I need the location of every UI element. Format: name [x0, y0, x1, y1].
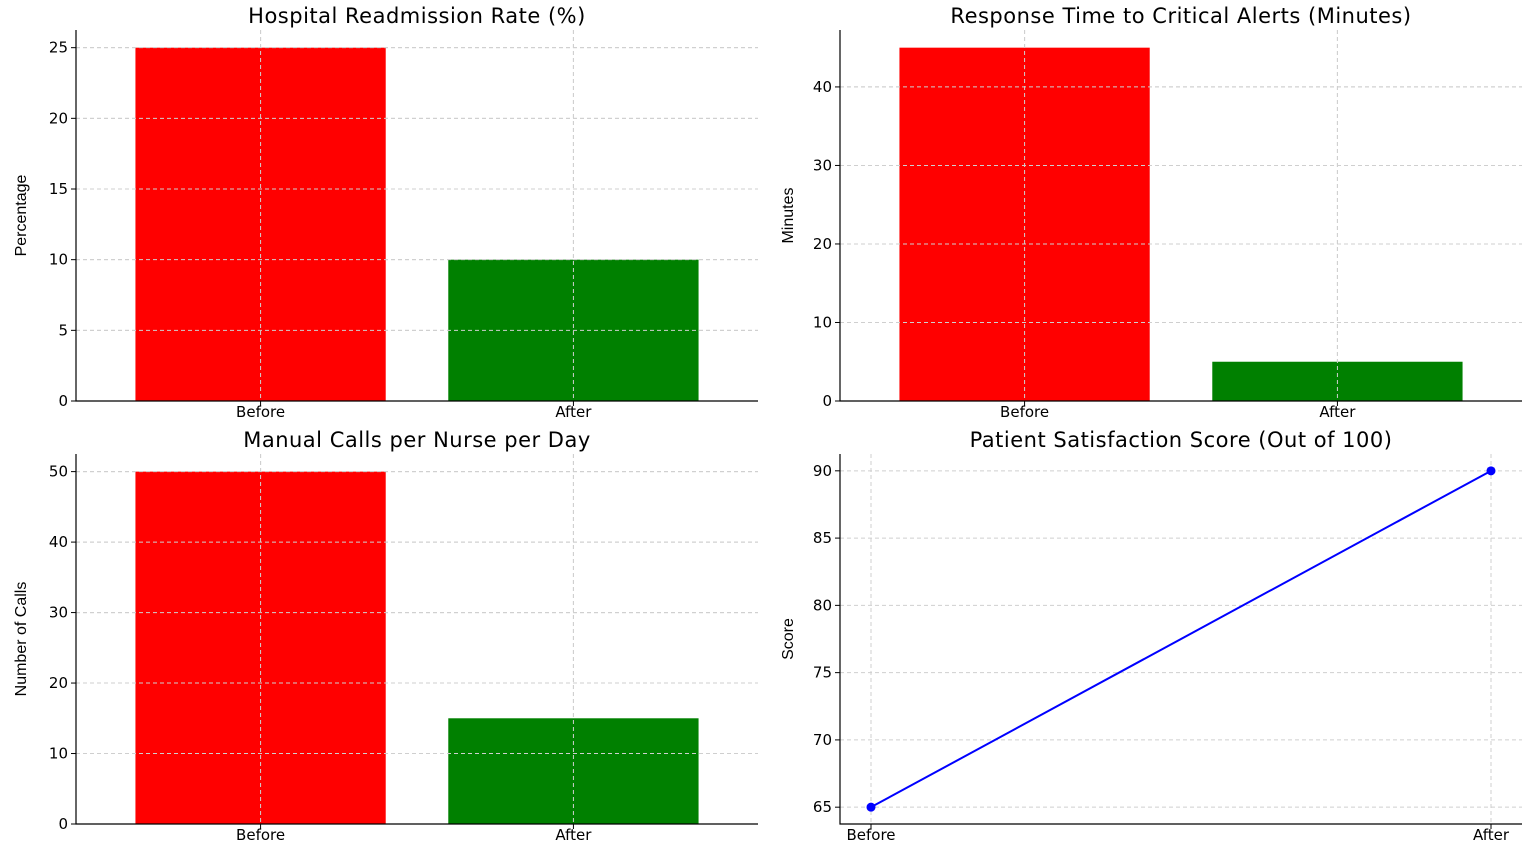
y-axis-label: Minutes: [780, 187, 797, 243]
y-tick-label: 65: [813, 798, 832, 816]
series-line: [870, 469, 1492, 809]
y-tick-label: 0: [822, 392, 832, 410]
y-tick-label: 10: [813, 313, 832, 331]
x-tick-label: After: [1473, 826, 1510, 844]
axes-spine: [839, 454, 1522, 825]
y-axis-label: Number of Calls: [13, 582, 30, 697]
bar-before: [135, 47, 386, 402]
x-tick-label: After: [555, 826, 592, 844]
y-tick-label: 10: [49, 251, 68, 269]
x-tick-label: After: [1319, 403, 1356, 421]
y-axis-label: Percentage: [13, 174, 30, 256]
x-tick-label: After: [555, 403, 592, 421]
data-point-before: [866, 802, 876, 812]
chart-title: Manual Calls per Nurse per Day: [243, 428, 591, 452]
y-tick-label: 0: [58, 815, 68, 833]
y-tick-label: 50: [49, 463, 68, 481]
bar-before: [899, 47, 1150, 402]
y-axis-label: Score: [780, 618, 797, 660]
y-tick-label: 40: [49, 533, 68, 551]
chart-panel-1: 0 5 10 15 20 25 Before After Hospital Readmissio…: [13, 4, 758, 421]
y-tick-label: 80: [813, 596, 832, 614]
y-tick-label: 10: [49, 745, 68, 763]
y-tick-label: 30: [813, 156, 832, 174]
chart-panel-2: 0 10 20 30 40 Before After Response Time to Cri…: [780, 4, 1522, 421]
x-tick-label: Before: [1000, 403, 1049, 421]
y-tick-label: 25: [49, 39, 68, 57]
y-tick-label: 70: [813, 731, 832, 749]
y-tick-label: 5: [58, 321, 68, 339]
y-tick-label: 0: [58, 392, 68, 410]
y-tick-label: 20: [813, 235, 832, 253]
chart-title: Hospital Readmission Rate (%): [248, 4, 586, 28]
y-tick-label: 20: [49, 674, 68, 692]
y-tick-label: 90: [813, 462, 832, 480]
x-tick-label: Before: [236, 403, 285, 421]
y-tick-label: 20: [49, 109, 68, 127]
x-tick-label: Before: [846, 826, 895, 844]
x-tick-label: Before: [236, 826, 285, 844]
y-tick-label: 15: [49, 180, 68, 198]
y-tick-label: 40: [813, 78, 832, 96]
y-tick-label: 75: [813, 664, 832, 682]
chart-title: Response Time to Critical Alerts (Minute…: [950, 4, 1411, 28]
y-tick-label: 85: [813, 529, 832, 547]
y-tick-label: 30: [49, 604, 68, 622]
data-point-after: [1486, 466, 1496, 476]
chart-panel-4: 65 70 75 80 85 90 Before After Patient Satisfact…: [780, 428, 1522, 844]
chart-title: Patient Satisfaction Score (Out of 100): [970, 428, 1393, 452]
chart-panel-3: 0 10 20 30 40 50 Before After Manual Calls per N…: [13, 428, 758, 844]
